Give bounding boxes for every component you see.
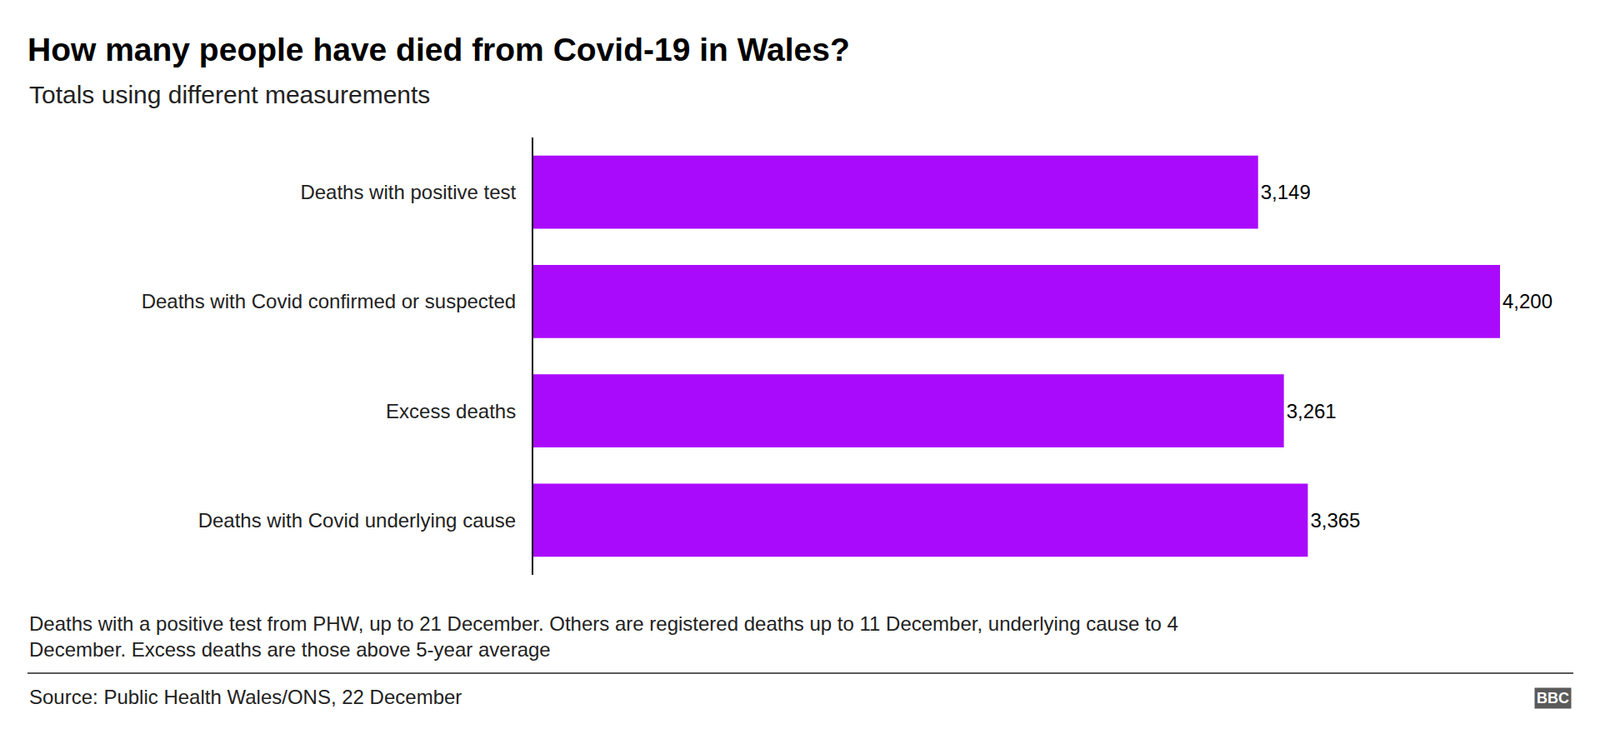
svg-text:BBC: BBC [1536,690,1570,707]
svg-text:Source: Public Health Wales/ON: Source: Public Health Wales/ONS, 22 Dece… [29,685,462,709]
svg-text:Deaths with positive test: Deaths with positive test [300,180,516,204]
svg-text:3,365: 3,365 [1310,509,1360,532]
svg-text:Deaths with Covid underlying c: Deaths with Covid underlying cause [198,509,517,532]
svg-text:Deaths with Covid confirmed or: Deaths with Covid confirmed or suspected [141,290,517,313]
svg-text:Deaths with a positive test fr: Deaths with a positive test from PHW, up… [29,612,1179,661]
svg-text:3,261: 3,261 [1286,400,1337,423]
svg-text:Excess deaths: Excess deaths [385,400,516,423]
svg-text:How many people have died from: How many people have died from Covid-19 … [27,31,850,68]
svg-text:Totals using different measure: Totals using different measurements [29,80,430,109]
svg-text:4,200: 4,200 [1502,290,1553,313]
svg-text:3,149: 3,149 [1260,180,1311,204]
